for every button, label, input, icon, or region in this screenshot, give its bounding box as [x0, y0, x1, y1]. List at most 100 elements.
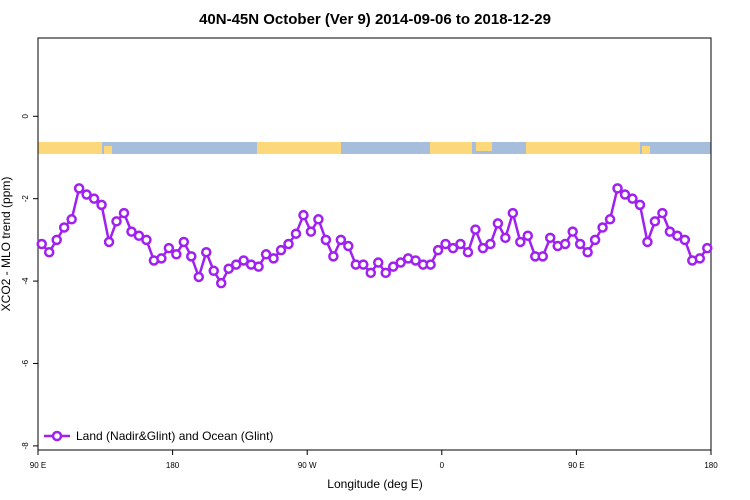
- data-point: [477, 242, 489, 254]
- data-point: [372, 257, 384, 268]
- data-point: [193, 271, 205, 283]
- data-point: [507, 207, 519, 219]
- data-point: [96, 199, 107, 211]
- data-point: [485, 238, 496, 250]
- x-tick-label: 90 W: [298, 461, 317, 470]
- data-point: [664, 226, 676, 237]
- data-point: [492, 218, 504, 229]
- data-point: [649, 216, 661, 227]
- land-ocean-strip: [38, 142, 711, 154]
- y-tick-label: -6: [21, 359, 30, 367]
- x-tick-label: 90 E: [30, 461, 46, 470]
- y-tick-label: -8: [21, 442, 30, 450]
- data-point: [88, 193, 100, 204]
- data-point: [73, 183, 85, 194]
- data-point: [343, 240, 354, 252]
- data-point: [230, 259, 242, 270]
- data-point: [657, 207, 668, 219]
- data-point: [208, 265, 219, 277]
- data-point: [679, 234, 691, 246]
- data-point: [223, 263, 234, 274]
- data-point: [328, 251, 339, 262]
- data-point: [58, 222, 70, 233]
- data-point: [619, 189, 631, 200]
- data-point: [283, 238, 294, 250]
- data-point: [43, 246, 55, 258]
- data-point: [365, 267, 377, 279]
- chart-title: 40N-45N October (Ver 9) 2014-09-06 to 20…: [199, 11, 551, 28]
- data-point: [500, 232, 511, 244]
- data-point: [634, 199, 646, 211]
- data-point: [470, 224, 481, 235]
- data-point: [156, 253, 167, 264]
- data-point: [447, 242, 459, 254]
- data-point: [604, 214, 616, 225]
- data-point: [66, 214, 77, 225]
- y-tick-label: 0: [21, 114, 30, 119]
- data-point: [201, 246, 212, 258]
- data-point: [253, 261, 264, 272]
- x-tick-label: 90 E: [568, 461, 584, 470]
- data-point: [694, 253, 706, 264]
- data-point: [320, 234, 332, 246]
- data-point: [141, 234, 152, 246]
- data-point: [298, 209, 309, 221]
- data-point: [215, 277, 227, 289]
- data-point: [126, 226, 137, 237]
- data-point: [515, 236, 526, 248]
- data-point: [36, 238, 47, 250]
- data-point: [559, 238, 571, 250]
- data-point: [702, 242, 713, 254]
- data-point: [260, 249, 272, 260]
- x-tick-label: 0: [440, 461, 445, 470]
- data-point: [171, 249, 182, 260]
- data-point: [537, 251, 548, 262]
- plot-frame: [37, 37, 712, 451]
- data-point: [440, 238, 451, 250]
- data-point: [522, 230, 534, 242]
- data-point: [387, 261, 399, 272]
- data-point: [313, 214, 324, 225]
- x-tick-label: 180: [166, 461, 180, 470]
- data-point: [672, 230, 683, 242]
- data-point: [178, 236, 190, 248]
- data-point: [627, 193, 638, 204]
- data-point: [612, 183, 623, 194]
- data-point: [582, 246, 593, 258]
- data-point: [111, 216, 122, 227]
- y-axis-label: XCO2 - MLO trend (ppm): [0, 177, 13, 312]
- data-point: [81, 189, 92, 200]
- data-point: [642, 236, 653, 248]
- data-point: [186, 251, 197, 262]
- data-point: [395, 257, 406, 268]
- data-point: [238, 255, 249, 266]
- x-axis-label: Longitude (deg E): [327, 477, 422, 491]
- data-point: [335, 234, 347, 246]
- data-point: [597, 222, 608, 233]
- data-point: [118, 207, 130, 219]
- data-point: [574, 238, 586, 250]
- data-point: [275, 244, 287, 256]
- data-point: [544, 232, 556, 244]
- y-tick-label: -4: [21, 277, 30, 285]
- data-point: [305, 226, 317, 237]
- x-tick-label: 180: [704, 461, 718, 470]
- y-tick-label: -2: [21, 195, 30, 203]
- data-point: [268, 253, 279, 264]
- data-point: [380, 267, 391, 279]
- legend-marker: [51, 430, 63, 442]
- data-point: [455, 238, 466, 250]
- data-point: [462, 246, 474, 258]
- data-point: [589, 234, 601, 246]
- data-point: [567, 226, 578, 237]
- data-point: [133, 230, 145, 242]
- data-point: [432, 244, 444, 256]
- data-point: [103, 236, 115, 248]
- data-point: [410, 255, 421, 266]
- data-point: [51, 234, 62, 246]
- data-point: [425, 259, 436, 270]
- data-point: [163, 242, 175, 254]
- data-point: [358, 259, 369, 270]
- data-point: [290, 228, 302, 239]
